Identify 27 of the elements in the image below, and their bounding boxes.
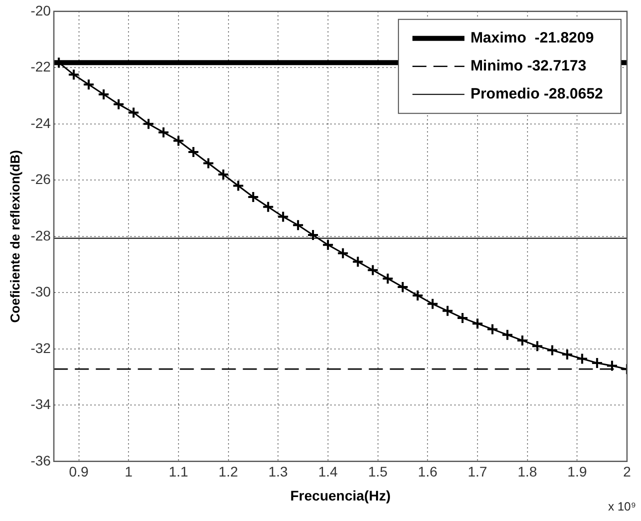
x-axis-title: Frecuencia(Hz) [290, 487, 391, 504]
x-tick-label: 1.6 [418, 464, 438, 480]
x-tick-label: 1.3 [268, 464, 288, 480]
y-axis-title: Coeficiente de reflexion(dB) [7, 150, 22, 323]
y-tick-label: -26 [30, 171, 52, 188]
y-tick-label: -32 [30, 340, 52, 356]
x-tick-label: 1.8 [518, 464, 538, 480]
x-tick-label: 1 [124, 464, 133, 480]
legend-label: Promedio -28.0652 [470, 86, 603, 103]
y-tick-label: -20 [30, 2, 52, 18]
x-tick-label: 0.9 [69, 464, 89, 480]
y-tick-label: -28 [30, 227, 52, 244]
legend-label: Minimo -32.7173 [470, 58, 586, 75]
x-tick-label: 1.9 [567, 464, 588, 480]
y-tick-label: -34 [30, 396, 52, 412]
x-tick-label: 1.2 [218, 464, 238, 480]
x-tick-label: 1.5 [368, 464, 388, 480]
y-tick-label: -24 [30, 114, 52, 131]
text: x 10⁹ [608, 500, 636, 514]
y-tick-label: -22 [30, 58, 52, 75]
x-tick-label: 2 [623, 464, 632, 480]
legend-label: Maximo -21.8209 [470, 30, 594, 47]
x-tick-label: 1.1 [168, 464, 188, 480]
y-tick-label: -36 [30, 452, 52, 468]
y-tick-label: -30 [30, 284, 52, 300]
x-tick-label: 1.7 [468, 464, 488, 480]
x-tick-label: 1.4 [318, 464, 338, 480]
